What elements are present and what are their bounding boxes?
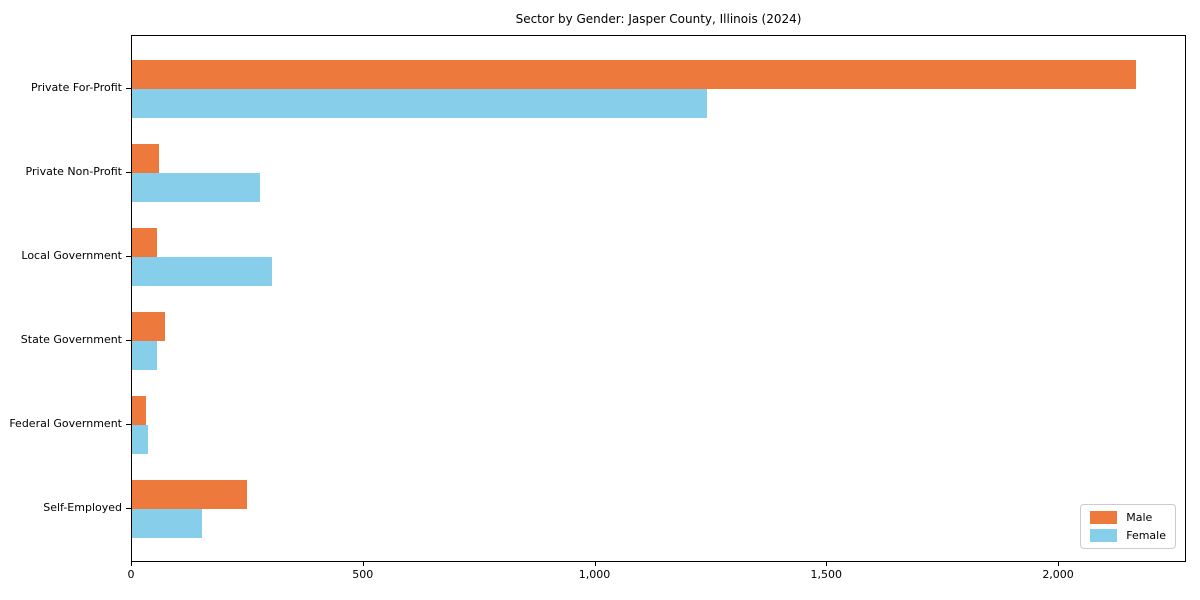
x-label-500: 500 — [352, 568, 374, 581]
bar-male-local-government — [132, 228, 158, 257]
legend-label-female: Female — [1126, 529, 1166, 542]
y-label-local-government: Local Government — [21, 249, 122, 262]
bar-female-private-for-profit — [132, 89, 707, 118]
bar-female-private-non-profit — [132, 173, 261, 202]
bar-female-state-government — [132, 341, 158, 370]
y-tick-self-employed — [126, 508, 131, 509]
legend-swatch-male — [1090, 511, 1118, 524]
bars-layer — [132, 36, 1185, 561]
y-tick-private-for-profit — [126, 88, 131, 89]
legend-item-female: Female — [1090, 529, 1166, 542]
y-tick-local-government — [126, 256, 131, 257]
bar-female-local-government — [132, 257, 273, 286]
bar-male-private-for-profit — [132, 60, 1136, 89]
bar-female-federal-government — [132, 425, 148, 454]
bar-male-private-non-profit — [132, 144, 160, 173]
bar-female-self-employed — [132, 509, 202, 538]
y-label-self-employed: Self-Employed — [43, 501, 122, 514]
bar-male-self-employed — [132, 480, 247, 509]
x-label-2000: 2,000 — [1042, 568, 1074, 581]
legend-item-male: Male — [1090, 511, 1166, 524]
y-tick-federal-government — [126, 424, 131, 425]
legend: Male Female — [1080, 504, 1176, 549]
y-label-private-non-profit: Private Non-Profit — [25, 165, 122, 178]
bar-male-federal-government — [132, 396, 147, 425]
y-label-federal-government: Federal Government — [9, 417, 122, 430]
x-tick-1000 — [594, 562, 596, 566]
y-label-state-government: State Government — [20, 333, 122, 346]
bar-male-state-government — [132, 312, 166, 341]
x-tick-1500 — [826, 562, 828, 566]
x-label-1500: 1,500 — [810, 568, 843, 581]
x-label-1000: 1,000 — [578, 568, 611, 581]
y-tick-state-government — [126, 340, 131, 341]
y-label-private-for-profit: Private For-Profit — [31, 81, 122, 94]
x-tick-2000 — [1058, 562, 1060, 566]
plot-area: Male Female — [131, 35, 1186, 562]
y-tick-private-non-profit — [126, 172, 131, 173]
chart-title: Sector by Gender: Jasper County, Illinoi… — [515, 12, 802, 26]
x-label-0: 0 — [127, 568, 135, 581]
x-tick-0 — [131, 562, 132, 566]
legend-label-male: Male — [1126, 511, 1153, 524]
legend-swatch-female — [1090, 529, 1118, 542]
x-tick-500 — [362, 562, 364, 566]
